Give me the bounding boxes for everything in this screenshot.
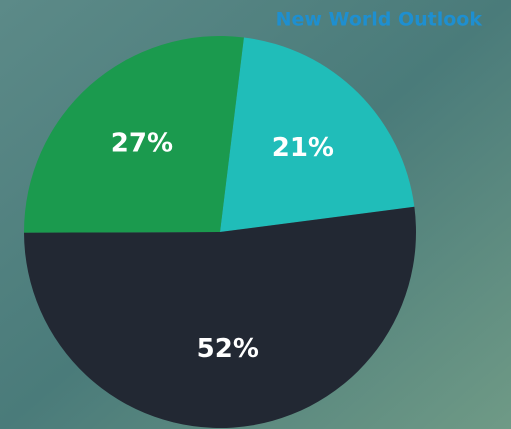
pie: 21% 52% 27% [23, 35, 417, 428]
pie-slice [24, 206, 417, 428]
slice-label: 21% [272, 133, 334, 163]
pie-slice [220, 37, 415, 232]
slice-label: 27% [111, 129, 173, 159]
pie-slice [23, 35, 244, 233]
chart-title: New World Outlook [276, 9, 483, 31]
slice-label: 52% [197, 334, 259, 364]
